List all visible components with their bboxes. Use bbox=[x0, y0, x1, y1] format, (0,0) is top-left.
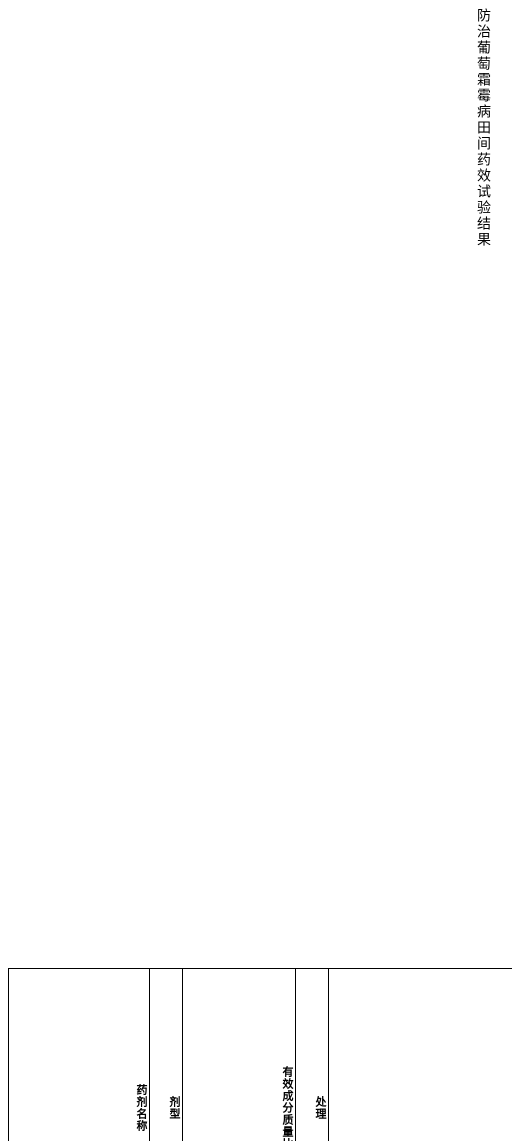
hdr-ratio: 有效成分质量比 bbox=[183, 969, 296, 1141]
hdr-form: 剂型 bbox=[150, 969, 183, 1141]
hdr-treat: 处理 bbox=[296, 969, 329, 1141]
header-row-1: 药剂名称 剂型 有效成分质量比 处理 第一次施药后 7 天各级病叶数调查结果 末… bbox=[9, 969, 512, 1141]
hdr-agent: 药剂名称 bbox=[9, 969, 150, 1141]
hdr-first: 第一次施药后 7 天各级病叶数调查结果 bbox=[329, 969, 512, 1141]
page-title: 防治葡萄霜霉病田间药效试验结果 bbox=[472, 8, 492, 968]
efficacy-table: 药剂名称 剂型 有效成分质量比 处理 第一次施药后 7 天各级病叶数调查结果 末… bbox=[8, 968, 512, 1141]
